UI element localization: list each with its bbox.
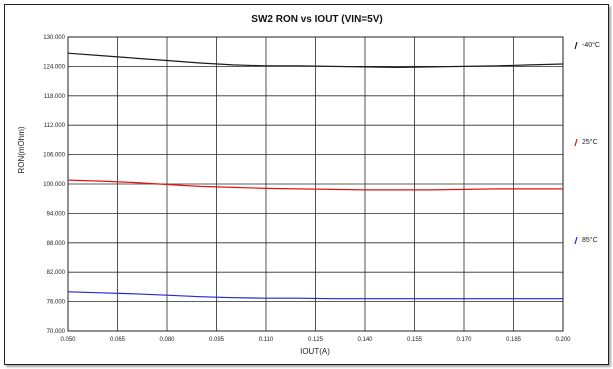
series-line-2 <box>67 291 563 300</box>
chart-frame <box>4 4 609 365</box>
legend-label-2: 85°C <box>582 236 598 244</box>
y-tick-label: 124.000 <box>43 64 65 70</box>
x-tick-label: 0.110 <box>259 337 274 343</box>
x-tick-label: 0.200 <box>555 337 571 343</box>
x-tick-label: 0.140 <box>357 337 373 343</box>
y-tick-label: 100.000 <box>43 182 65 188</box>
legend-label-1: 25°C <box>582 138 598 146</box>
legend-label-0: -40°C <box>582 41 600 49</box>
y-tick-label: 112.000 <box>44 123 66 129</box>
x-axis-label: IOUT(A) <box>300 347 330 356</box>
legend-marker-0 <box>574 41 578 50</box>
series-lines <box>67 52 564 300</box>
x-tick-label: 0.170 <box>456 337 472 343</box>
y-axis-label: RON(mOhm) <box>17 126 26 173</box>
y-tick-label: 94.000 <box>47 211 66 217</box>
x-tick-label: 0.155 <box>407 337 423 343</box>
y-tick-label: 118.000 <box>44 94 66 100</box>
y-tick-label: 70.000 <box>47 329 66 335</box>
y-tick-label: 106.000 <box>43 153 65 159</box>
legend: -40°C 25°C 85°C <box>574 41 600 245</box>
y-tick-label: 130.000 <box>43 35 65 41</box>
series-line-0 <box>67 52 564 69</box>
legend-marker-1 <box>574 138 578 147</box>
x-tick-label: 0.095 <box>209 337 225 343</box>
x-tick-label: 0.065 <box>110 337 126 343</box>
series-line-1 <box>67 179 563 191</box>
y-tick-label: 76.000 <box>47 300 66 306</box>
y-tick-label: 88.000 <box>47 241 66 247</box>
y-tick-label: 82.000 <box>47 270 66 276</box>
grid-lines <box>67 36 564 332</box>
plot-area <box>67 36 564 332</box>
x-tick-label: 0.050 <box>60 337 76 343</box>
chart-title: SW2 RON vs IOUT (VIN=5V) <box>251 14 382 25</box>
x-tick-label: 0.185 <box>506 337 522 343</box>
y-axis-ticks: 130.000 124.000 118.000 112.000 106.000 100.0… <box>43 35 65 335</box>
x-tick-label: 0.125 <box>308 337 324 343</box>
x-tick-label: 0.080 <box>159 337 175 343</box>
x-axis-ticks: 0.050 0.065 0.080 0.095 0.110 0.125 0.140 0.155… <box>60 337 571 343</box>
legend-marker-2 <box>574 236 578 245</box>
